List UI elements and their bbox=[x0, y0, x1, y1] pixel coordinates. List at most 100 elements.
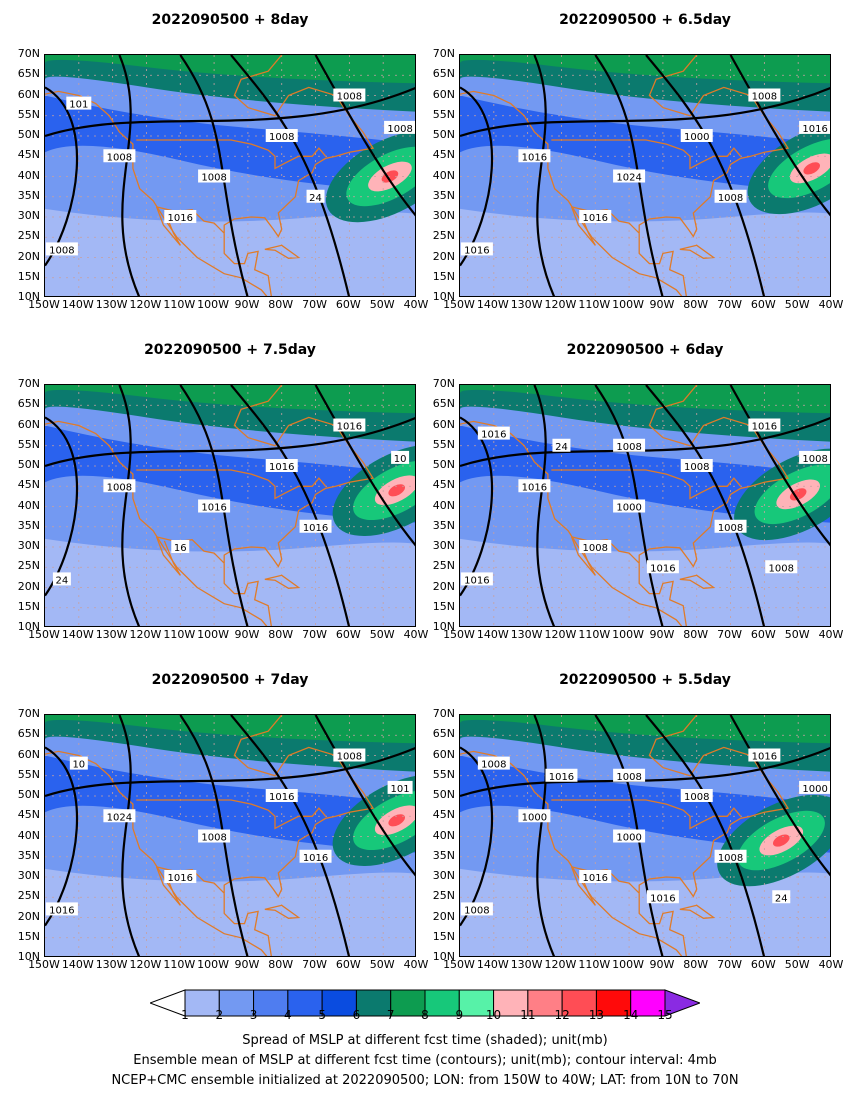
lon-tick-label: 110W bbox=[163, 298, 196, 311]
lat-tick-label: 20N bbox=[432, 249, 455, 263]
svg-text:1016: 1016 bbox=[303, 523, 328, 534]
contour-label: 101 bbox=[387, 780, 413, 795]
lon-tick-label: 80W bbox=[683, 298, 709, 311]
coastline bbox=[223, 233, 272, 296]
isobar-contour bbox=[729, 55, 830, 217]
lat-tick-label: 30N bbox=[432, 539, 455, 552]
lon-tick-label: 80W bbox=[268, 298, 294, 311]
contour-label: 1016 bbox=[748, 418, 781, 433]
coastline bbox=[551, 139, 742, 170]
lat-tick-label: 20N bbox=[17, 579, 40, 593]
map-panel-6day: 1016 1000 1008 1016 1016 1008 1008 1008 1016 1016… bbox=[459, 384, 831, 627]
isobar-contour bbox=[533, 715, 556, 956]
isobar-contour bbox=[533, 385, 556, 626]
contour-label: 1016 bbox=[265, 459, 298, 473]
contour-label: 1008 bbox=[714, 189, 747, 204]
svg-text:1008: 1008 bbox=[616, 442, 641, 453]
lon-tick-label: 60W bbox=[335, 958, 361, 971]
lat-tick-label: 45N bbox=[432, 148, 455, 162]
colorbar-tick-label: 2 bbox=[215, 1008, 224, 1022]
svg-text:1016: 1016 bbox=[464, 245, 489, 256]
isobar-contour bbox=[230, 55, 351, 296]
spread-low bbox=[45, 868, 415, 956]
contour-label: 1000 bbox=[518, 809, 551, 823]
lat-tick-label: 30N bbox=[17, 869, 40, 882]
contour-label: 1008 bbox=[384, 120, 415, 135]
lat-tick-label: 65N bbox=[432, 67, 455, 81]
contour-label: 1016 bbox=[646, 890, 679, 904]
spread-mid bbox=[45, 755, 415, 853]
lat-tick-label: 55N bbox=[432, 107, 455, 121]
contour-label: 1016 bbox=[477, 426, 510, 441]
lon-tick-label: 70W bbox=[302, 628, 327, 641]
coastline bbox=[223, 715, 375, 898]
isobar-contour bbox=[45, 87, 415, 138]
lat-tick-label: 70N bbox=[17, 377, 40, 390]
svg-text:1008: 1008 bbox=[802, 454, 827, 465]
isobar-contour bbox=[460, 87, 830, 138]
svg-text:1008: 1008 bbox=[718, 853, 743, 864]
svg-text:101: 101 bbox=[69, 100, 88, 111]
lon-tick-label: 40W bbox=[818, 628, 844, 641]
svg-text:1016: 1016 bbox=[650, 893, 675, 904]
isobar-contour bbox=[594, 715, 664, 956]
contour-label: 1016 bbox=[265, 789, 298, 803]
lon-tick-label: 100W bbox=[197, 628, 230, 641]
colorbar-swatch bbox=[595, 989, 632, 1017]
isobar-contour bbox=[594, 55, 664, 296]
contour-label: 1024 bbox=[103, 809, 136, 823]
lat-tick-label: 40N bbox=[17, 828, 40, 842]
contour-label: 101 bbox=[66, 96, 92, 111]
coastline bbox=[679, 244, 716, 259]
svg-text:1016: 1016 bbox=[583, 873, 608, 884]
map-canvas: 1000 1000 1008 1016 1008 1016 1008 1000 1008 1016… bbox=[460, 715, 830, 956]
lon-tick-label: 140W bbox=[476, 958, 509, 971]
colorbar-tick-label: 12 bbox=[554, 1008, 570, 1022]
colorbar-swatch bbox=[355, 989, 392, 1017]
lon-tick-label: 130W bbox=[95, 298, 128, 311]
lon-tick-label: 140W bbox=[476, 298, 509, 311]
colorbar-tick-label: 4 bbox=[284, 1008, 292, 1022]
svg-text:10: 10 bbox=[72, 760, 85, 771]
panel-title-8day: 2022090500 + 8day bbox=[151, 12, 309, 28]
coastline bbox=[570, 866, 596, 906]
contour-label: 1000 bbox=[613, 499, 646, 514]
lon-tick-label: 150W bbox=[28, 628, 60, 641]
colorbar-swatch bbox=[321, 989, 357, 1017]
isobar-contour bbox=[179, 715, 249, 956]
lat-tick-label: 15N bbox=[432, 269, 455, 283]
lon-tick-label: 130W bbox=[95, 628, 128, 641]
lon-tick-label: 80W bbox=[683, 628, 709, 641]
lon-tick-label: 150W bbox=[443, 298, 475, 311]
svg-text:1016: 1016 bbox=[549, 772, 574, 783]
lon-tick-label: 120W bbox=[129, 298, 162, 311]
spread-low bbox=[45, 538, 415, 626]
svg-text:1008: 1008 bbox=[201, 833, 226, 844]
lat-tick-label: 20N bbox=[17, 249, 40, 263]
lon-tick-label: 80W bbox=[268, 628, 294, 641]
lat-tick-label: 45N bbox=[17, 478, 40, 492]
lon-tick-label: 150W bbox=[28, 298, 60, 311]
lon-tick-label: 100W bbox=[197, 958, 230, 971]
contour-label: 1016 bbox=[646, 560, 679, 574]
colorbar-swatch bbox=[390, 989, 426, 1017]
svg-text:1008: 1008 bbox=[481, 760, 506, 771]
coastline bbox=[45, 90, 268, 296]
svg-text:1008: 1008 bbox=[684, 792, 709, 803]
svg-text:1016: 1016 bbox=[49, 905, 74, 916]
map-panel-8day: 1008 1008 1008 1008 1008 1016 24 1008 101 bbox=[44, 54, 416, 297]
lon-tick-label: 70W bbox=[717, 628, 742, 641]
colorbar-tick-label: 6 bbox=[352, 1008, 361, 1022]
contour-label: 1008 bbox=[714, 519, 747, 534]
spread-north-high bbox=[45, 385, 415, 414]
caption-line-2: Ensemble mean of MSLP at different fcst … bbox=[133, 1053, 717, 1068]
colorbar-tick-label: 15 bbox=[657, 1008, 673, 1022]
spread-north-high bbox=[460, 715, 830, 744]
colorbar-tick-label: 5 bbox=[318, 1008, 326, 1022]
coastline bbox=[460, 750, 683, 956]
lon-tick-label: 60W bbox=[335, 298, 361, 311]
lat-tick-label: 65N bbox=[17, 67, 40, 81]
panel-title-7.5day: 2022090500 + 7.5day bbox=[144, 342, 316, 358]
svg-text:1008: 1008 bbox=[752, 92, 777, 103]
lat-tick-label: 30N bbox=[17, 539, 40, 552]
